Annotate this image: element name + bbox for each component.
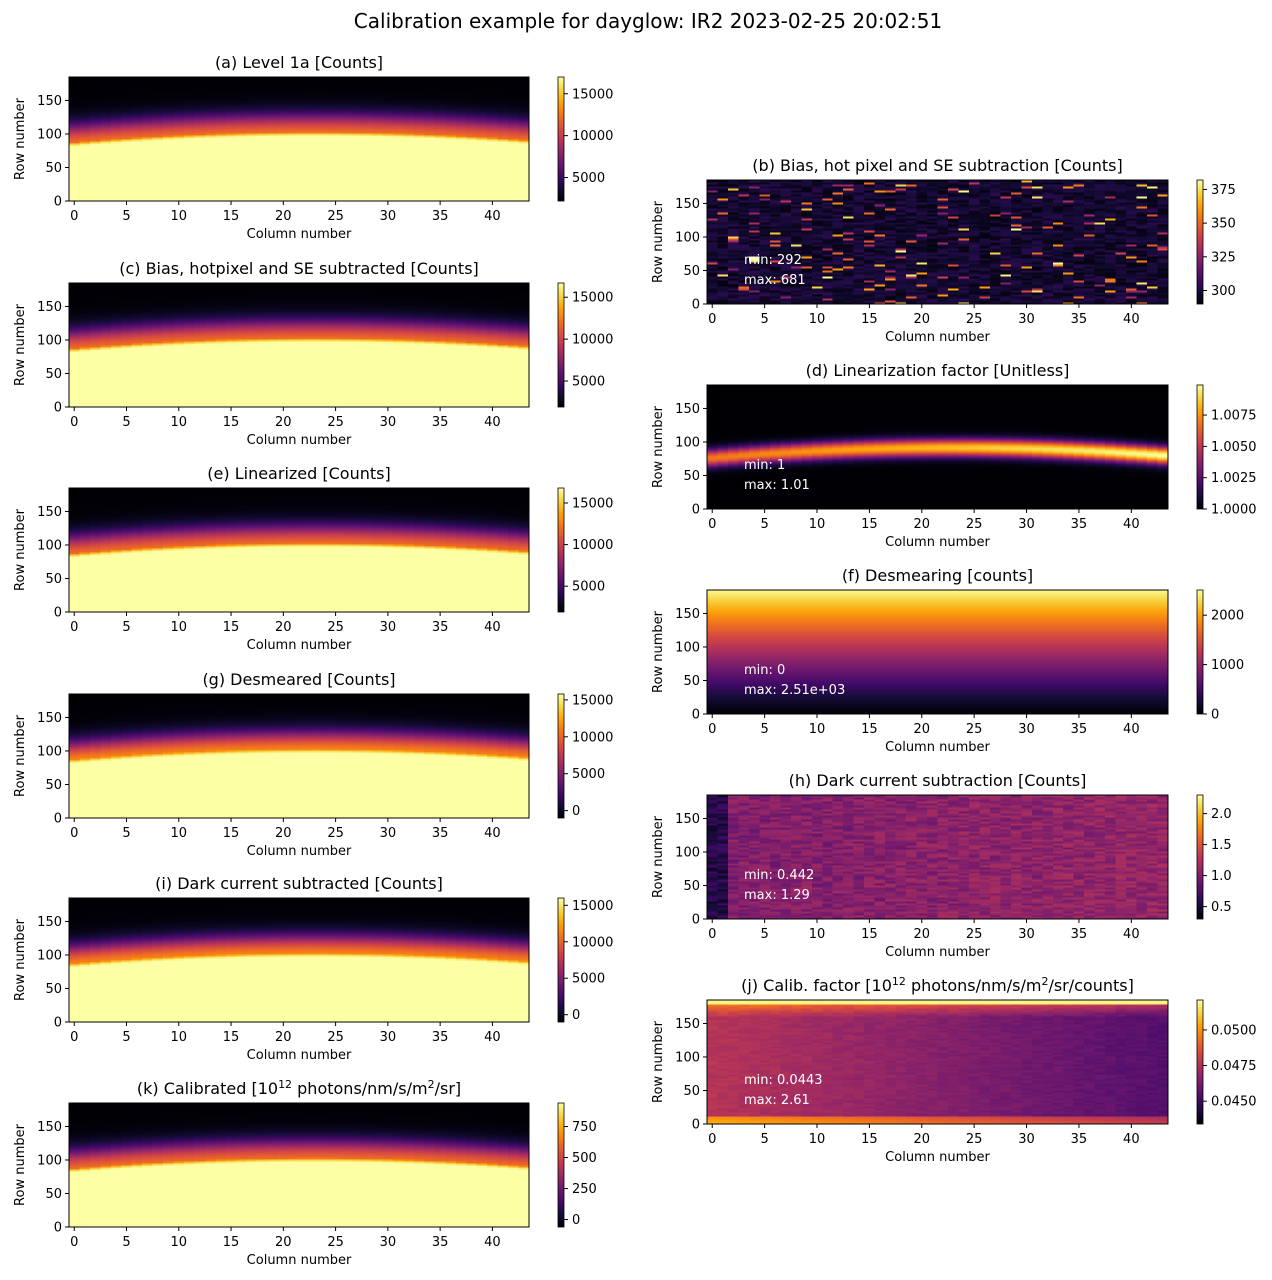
colorbar-tick-label: 10000 [572,129,613,144]
y-tick-label: 0 [54,195,62,210]
y-tick-label: 150 [37,94,62,109]
figure-title: Calibration example for dayglow: IR2 202… [354,9,942,33]
colorbar-tick-label: 15000 [572,87,613,102]
x-axis-label: Column number [247,227,352,242]
x-tick-label: 5 [122,209,130,224]
panel-title: (a) Level 1a [Counts] [215,53,383,72]
x-tick-label: 35 [432,209,449,224]
x-tick-label: 20 [275,209,292,224]
y-tick-label: 50 [45,161,62,176]
y-axis-label: Row number [13,97,28,180]
x-tick-label: 40 [484,209,501,224]
y-tick-label: 100 [37,127,62,142]
colorbar [558,77,564,201]
panel-title: (b) Bias, hot pixel and SE subtraction [… [752,156,1122,175]
x-tick-label: 10 [170,209,187,224]
heatmap-cells [69,77,530,202]
x-tick-label: 15 [223,209,240,224]
colorbar-tick-label: 5000 [572,171,605,186]
x-tick-label: 0 [70,209,78,224]
x-tick-label: 30 [380,209,397,224]
x-tick-label: 25 [327,209,344,224]
